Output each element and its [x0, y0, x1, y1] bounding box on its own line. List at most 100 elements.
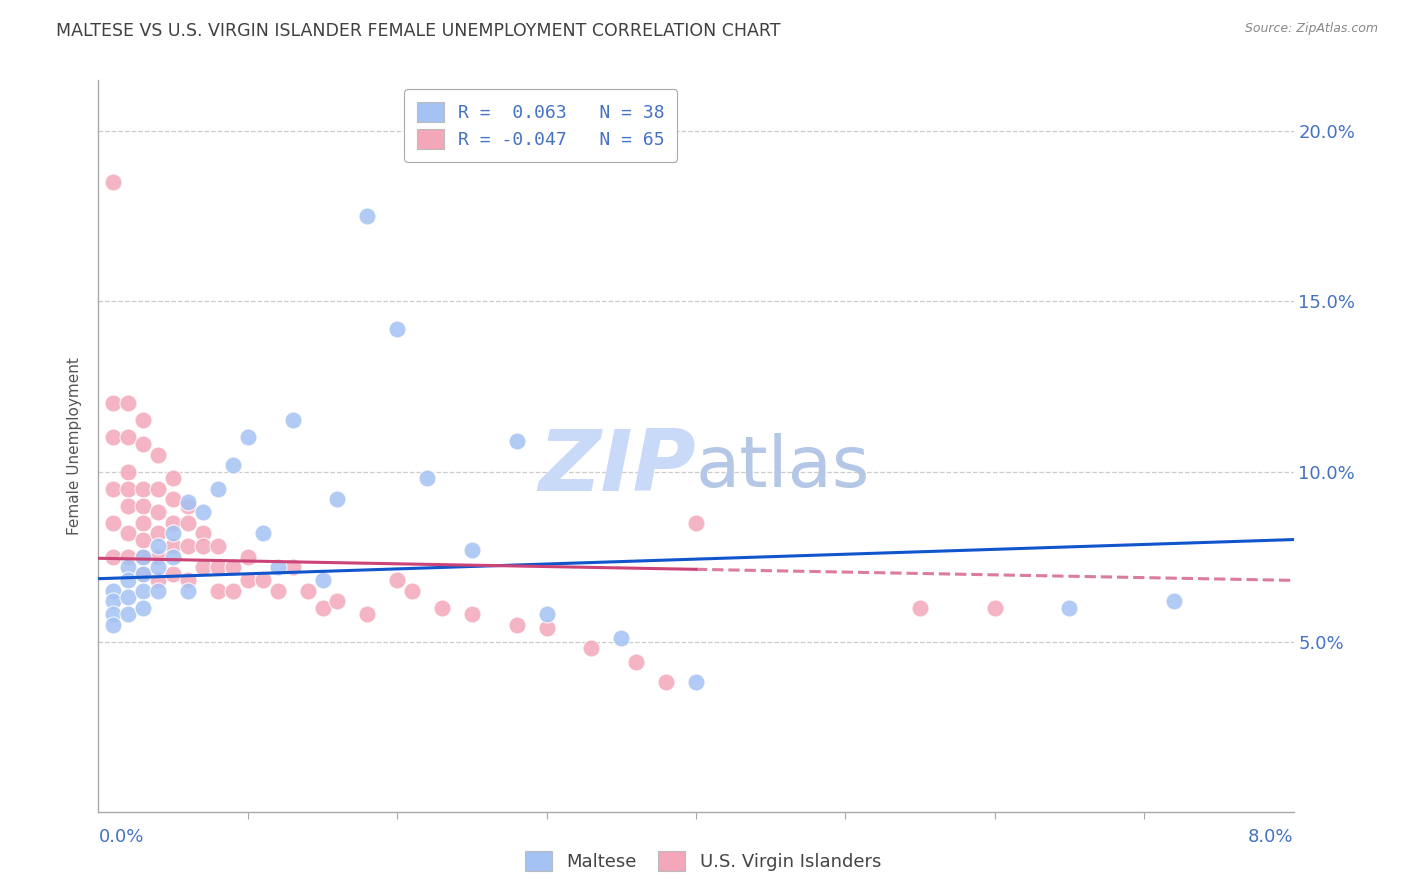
- Point: [132, 533, 155, 547]
- Point: [252, 525, 274, 540]
- Point: [610, 631, 633, 645]
- Point: [132, 566, 155, 581]
- Point: [162, 549, 184, 564]
- Point: [162, 540, 184, 554]
- Point: [103, 594, 125, 608]
- Point: [655, 675, 678, 690]
- Point: [207, 540, 229, 554]
- Y-axis label: Female Unemployment: Female Unemployment: [67, 357, 83, 535]
- Point: [132, 437, 155, 451]
- Point: [148, 559, 170, 574]
- Point: [177, 499, 200, 513]
- Point: [222, 559, 245, 574]
- Point: [103, 430, 125, 444]
- Point: [685, 675, 707, 690]
- Point: [385, 321, 409, 335]
- Point: [148, 549, 170, 564]
- Point: [236, 430, 259, 444]
- Point: [103, 549, 125, 564]
- Text: atlas: atlas: [696, 434, 870, 502]
- Point: [132, 549, 155, 564]
- Point: [103, 607, 125, 622]
- Legend: Maltese, U.S. Virgin Islanders: Maltese, U.S. Virgin Islanders: [517, 844, 889, 879]
- Point: [624, 655, 647, 669]
- Point: [117, 607, 139, 622]
- Point: [117, 482, 139, 496]
- Point: [103, 175, 125, 189]
- Point: [132, 413, 155, 427]
- Point: [267, 583, 290, 598]
- Point: [311, 600, 333, 615]
- Point: [117, 430, 139, 444]
- Point: [1163, 594, 1185, 608]
- Point: [506, 617, 529, 632]
- Point: [162, 525, 184, 540]
- Point: [148, 583, 170, 598]
- Point: [132, 516, 155, 530]
- Point: [177, 574, 200, 588]
- Point: [326, 594, 349, 608]
- Point: [207, 583, 229, 598]
- Point: [430, 600, 453, 615]
- Point: [416, 471, 439, 485]
- Point: [297, 583, 319, 598]
- Point: [191, 540, 214, 554]
- Point: [148, 482, 170, 496]
- Point: [117, 549, 139, 564]
- Point: [506, 434, 529, 448]
- Point: [461, 542, 484, 557]
- Point: [222, 458, 245, 472]
- Text: 8.0%: 8.0%: [1249, 828, 1294, 846]
- Point: [252, 574, 274, 588]
- Point: [461, 607, 484, 622]
- Point: [117, 465, 139, 479]
- Point: [103, 583, 125, 598]
- Point: [132, 566, 155, 581]
- Point: [581, 641, 603, 656]
- Text: MALTESE VS U.S. VIRGIN ISLANDER FEMALE UNEMPLOYMENT CORRELATION CHART: MALTESE VS U.S. VIRGIN ISLANDER FEMALE U…: [56, 22, 780, 40]
- Point: [162, 566, 184, 581]
- Point: [117, 499, 139, 513]
- Point: [117, 591, 139, 605]
- Point: [117, 559, 139, 574]
- Point: [236, 549, 259, 564]
- Point: [132, 482, 155, 496]
- Point: [162, 471, 184, 485]
- Text: Source: ZipAtlas.com: Source: ZipAtlas.com: [1244, 22, 1378, 36]
- Point: [103, 482, 125, 496]
- Point: [536, 621, 558, 635]
- Point: [148, 448, 170, 462]
- Point: [117, 525, 139, 540]
- Point: [222, 583, 245, 598]
- Point: [177, 495, 200, 509]
- Point: [162, 491, 184, 506]
- Point: [117, 574, 139, 588]
- Point: [132, 499, 155, 513]
- Point: [326, 491, 349, 506]
- Point: [267, 559, 290, 574]
- Point: [207, 559, 229, 574]
- Point: [236, 574, 259, 588]
- Point: [356, 607, 378, 622]
- Point: [148, 505, 170, 519]
- Point: [281, 559, 304, 574]
- Point: [132, 549, 155, 564]
- Point: [177, 540, 200, 554]
- Point: [1059, 600, 1081, 615]
- Point: [191, 525, 214, 540]
- Point: [356, 210, 378, 224]
- Point: [148, 525, 170, 540]
- Point: [162, 516, 184, 530]
- Point: [281, 413, 304, 427]
- Point: [908, 600, 931, 615]
- Point: [311, 574, 333, 588]
- Point: [117, 396, 139, 410]
- Point: [148, 574, 170, 588]
- Point: [103, 516, 125, 530]
- Point: [103, 617, 125, 632]
- Point: [148, 540, 170, 554]
- Point: [103, 396, 125, 410]
- Point: [207, 482, 229, 496]
- Point: [191, 505, 214, 519]
- Point: [401, 583, 423, 598]
